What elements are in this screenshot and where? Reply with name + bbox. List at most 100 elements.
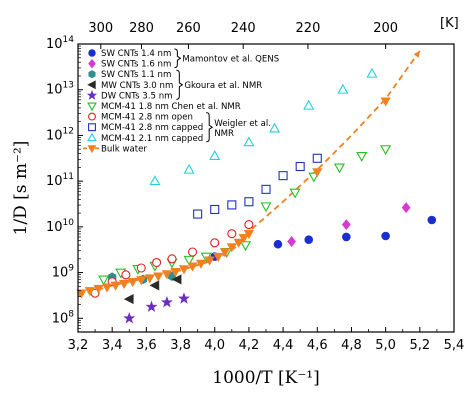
data-point [193, 209, 203, 219]
y-tick-exponent: 9 [68, 264, 74, 274]
x-tick-label: 5,0 [375, 338, 396, 353]
legend-marker [87, 102, 97, 112]
legend-label: MCM-41 1.8 nm Chen et al. NMR [101, 102, 241, 112]
legend-reference: Gkoura et al. NMR [184, 81, 262, 91]
legend-reference: Mamontov et al. QENS [182, 54, 279, 64]
data-point [227, 229, 237, 239]
y-tick-base: 10 [46, 128, 63, 143]
data-point [153, 272, 164, 282]
fit-line-arrowhead [413, 50, 420, 58]
series-6 [90, 220, 254, 298]
data-point [161, 270, 172, 280]
x-tick-label: 5,4 [444, 338, 465, 353]
series-0 [210, 215, 437, 261]
legend-entry: MW CNTs 3.0 nm [87, 80, 173, 91]
top-tick-label: 300 [88, 21, 113, 36]
data-point [287, 236, 297, 247]
top-tick-label: 280 [129, 21, 154, 36]
legend-reference: NMR [214, 129, 234, 139]
legend-label: MCM-41 2.8 nm open [101, 113, 193, 123]
data-point [356, 152, 368, 162]
x-tick-label: 3,4 [102, 338, 123, 353]
data-point [333, 163, 346, 174]
y-tick-label: 109 [52, 264, 75, 281]
data-point [171, 274, 182, 285]
legend-marker [87, 132, 97, 142]
y-axis-label: 1/D [s m⁻²] [11, 141, 31, 236]
y-tick-exponent: 12 [63, 126, 74, 136]
data-point [183, 255, 195, 266]
y-tick-exponent: 14 [63, 35, 75, 45]
data-point [210, 238, 220, 248]
legend-bracket [174, 48, 182, 69]
series-3 [123, 274, 182, 305]
top-tick-label: 200 [373, 21, 398, 36]
data-point [187, 247, 198, 257]
data-point [401, 202, 411, 214]
data-point [136, 276, 147, 286]
data-point [170, 267, 181, 278]
data-point [145, 300, 158, 312]
data-point [342, 232, 351, 242]
data-point [209, 150, 221, 160]
legend-label: SW CNTs 1.4 nm [101, 49, 171, 59]
data-point [427, 215, 437, 225]
data-point [152, 257, 162, 268]
legend-marker [88, 58, 96, 69]
y-tick-base: 10 [46, 174, 63, 189]
legend-entry: MCM-41 2.8 nm open [88, 113, 193, 123]
data-point [295, 161, 305, 172]
data-point [239, 241, 252, 252]
series-8 [149, 67, 378, 186]
x-tick-label: 5,2 [409, 338, 430, 353]
legend-entry: SW CNTs 1.4 nm [88, 49, 171, 59]
data-point [312, 153, 322, 163]
x-tick-label: 4,2 [239, 338, 260, 353]
data-point [98, 275, 110, 286]
data-point [243, 230, 255, 240]
legend-marker [88, 123, 96, 132]
data-point [101, 283, 113, 293]
y-tick-base: 10 [46, 220, 63, 235]
data-point [227, 200, 237, 210]
data-point [337, 83, 349, 94]
y-tick-exponent: 10 [63, 218, 75, 228]
x-tick-label: 4,4 [273, 338, 294, 353]
data-point [278, 171, 288, 181]
y-tick-base: 10 [52, 311, 69, 326]
data-point [244, 220, 254, 230]
legend-marker [87, 145, 97, 154]
legend-bracket [206, 112, 214, 143]
data-point [167, 254, 177, 264]
y-tick-base: 10 [46, 83, 63, 98]
x-tick-label: 4,0 [204, 338, 225, 353]
data-point [213, 252, 224, 262]
x-tick-label: 3,6 [136, 338, 157, 353]
legend-entry: DW CNTs 3.5 nm [86, 89, 173, 101]
x-tick-label: 4,6 [307, 338, 328, 353]
x-tick-label: 4,8 [341, 338, 362, 353]
data-point [261, 184, 271, 194]
y-tick-base: 10 [46, 37, 63, 52]
legend-marker [87, 80, 96, 90]
series-7 [193, 153, 322, 219]
series-9 [76, 97, 391, 299]
top-tick-label: 260 [176, 21, 201, 36]
top-axis-unit: [K] [440, 16, 459, 31]
data-point [127, 278, 138, 288]
data-point [380, 145, 392, 156]
series-1 [287, 202, 411, 247]
data-point [260, 202, 272, 213]
data-point [204, 256, 215, 266]
data-point [149, 280, 160, 291]
legend-label: MW CNTs 3.0 nm [101, 81, 173, 91]
data-point [84, 287, 96, 297]
data-point [219, 248, 231, 258]
legend-entry: MCM-41 2.8 nm capped [88, 123, 203, 133]
legend-reference: Weigler et al. [214, 119, 271, 129]
y-tick-base: 10 [52, 266, 69, 281]
data-point [289, 188, 301, 199]
y-tick-label: 1013 [46, 81, 74, 98]
data-point [226, 243, 237, 253]
